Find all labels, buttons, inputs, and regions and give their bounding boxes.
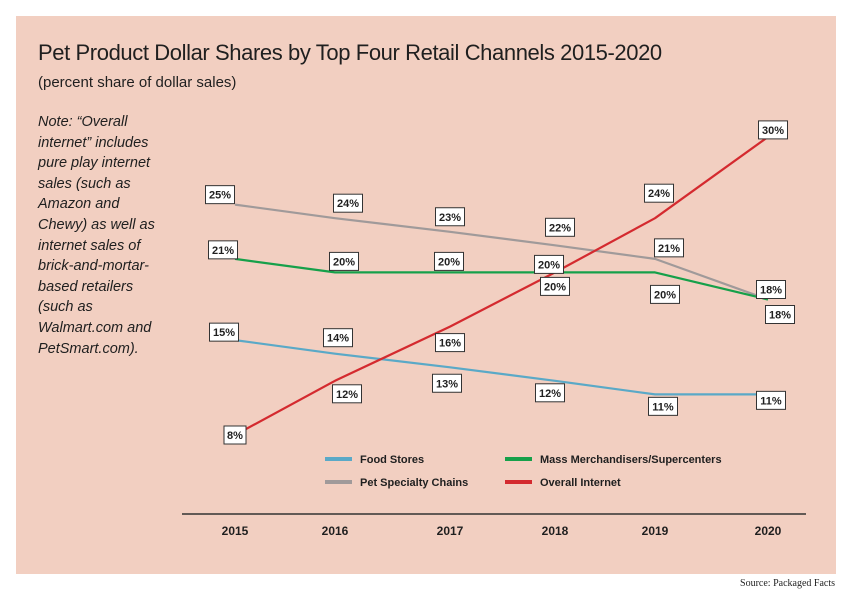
svg-text:16%: 16%: [439, 338, 461, 350]
overall-internet-data-label: 8%: [223, 425, 247, 445]
source-credit: Source: Packaged Facts: [740, 578, 835, 589]
pet-specialty-chains-data-label: 18%: [756, 280, 786, 299]
svg-text:Mass Merchandisers/Supercenter: Mass Merchandisers/Supercenters: [540, 454, 722, 466]
svg-text:30%: 30%: [762, 125, 784, 137]
chart-subtitle: (percent share of dollar sales): [38, 74, 237, 91]
mass-merchandisers-supercenters-data-label: 20%: [329, 251, 359, 271]
legend-item-overall-internet: Overall Internet: [505, 477, 621, 489]
overall-internet-data-label: 24%: [644, 183, 674, 203]
overall-internet-data-label: 20%: [540, 276, 570, 296]
mass-merchandisers-supercenters-data-label: 20%: [650, 284, 680, 304]
svg-text:Food Stores: Food Stores: [360, 454, 424, 466]
x-tick-label: 2017: [437, 524, 464, 538]
svg-text:14%: 14%: [327, 333, 349, 345]
svg-text:21%: 21%: [658, 243, 680, 255]
svg-text:24%: 24%: [648, 188, 670, 200]
legend-item-mass-merchandisers-supercenters: Mass Merchandisers/Supercenters: [505, 454, 722, 466]
pet-specialty-chains-data-label: 22%: [545, 217, 575, 237]
svg-text:11%: 11%: [652, 401, 674, 413]
svg-text:21%: 21%: [212, 245, 234, 257]
svg-text:18%: 18%: [760, 285, 782, 297]
food-stores-data-label: 12%: [535, 383, 565, 403]
svg-text:22%: 22%: [549, 222, 571, 234]
svg-text:18%: 18%: [769, 310, 791, 322]
svg-text:Overall Internet: Overall Internet: [540, 477, 621, 489]
food-stores-data-label: 11%: [756, 390, 786, 410]
svg-text:20%: 20%: [438, 256, 460, 268]
pet-specialty-chains-data-label: 21%: [654, 238, 684, 258]
mass-merchandisers-supercenters-data-label: 20%: [434, 251, 464, 271]
svg-text:8%: 8%: [227, 430, 243, 442]
x-tick-label: 2016: [322, 524, 349, 538]
overall-internet-data-label: 16%: [435, 333, 465, 353]
pet-specialty-chains-line: [234, 203, 769, 301]
svg-text:12%: 12%: [539, 388, 561, 400]
legend-item-food-stores: Food Stores: [325, 454, 424, 466]
food-stores-data-label: 11%: [648, 396, 678, 416]
mass-merchandisers-supercenters-data-label: 21%: [208, 240, 238, 260]
svg-text:15%: 15%: [213, 327, 235, 339]
chart-note: Note: “Overall internet” includes pure p…: [38, 114, 155, 357]
mass-merchandisers-supercenters-line: [234, 257, 769, 301]
svg-text:20%: 20%: [544, 281, 566, 293]
chart-title: Pet Product Dollar Shares by Top Four Re…: [38, 40, 662, 65]
svg-text:23%: 23%: [439, 212, 461, 224]
pet-specialty-chains-data-label: 25%: [205, 185, 235, 205]
svg-text:11%: 11%: [760, 395, 782, 407]
pet-specialty-chains-data-label: 24%: [333, 193, 363, 213]
svg-text:24%: 24%: [337, 198, 359, 210]
overall-internet-data-label: 12%: [332, 384, 362, 404]
svg-text:20%: 20%: [333, 256, 355, 268]
svg-text:12%: 12%: [336, 389, 358, 401]
svg-text:25%: 25%: [209, 190, 231, 202]
svg-text:Pet Specialty Chains: Pet Specialty Chains: [360, 477, 468, 489]
pet-specialty-chains-data-label: 23%: [435, 207, 465, 227]
chart-panel: [16, 16, 836, 574]
mass-merchandisers-supercenters-data-label: 20%: [534, 254, 564, 274]
overall-internet-data-label: 30%: [758, 120, 788, 140]
food-stores-data-label: 14%: [323, 328, 353, 348]
x-tick-label: 2018: [542, 524, 569, 538]
svg-text:13%: 13%: [436, 378, 458, 390]
x-tick-label: 2015: [222, 524, 249, 538]
mass-merchandisers-supercenters-data-label: 18%: [765, 305, 795, 324]
food-stores-line: [234, 339, 768, 396]
legend-item-pet-specialty-chains: Pet Specialty Chains: [325, 477, 468, 489]
x-tick-label: 2019: [642, 524, 669, 538]
svg-text:20%: 20%: [538, 259, 560, 271]
svg-text:20%: 20%: [654, 289, 676, 301]
food-stores-data-label: 15%: [209, 322, 239, 342]
x-tick-label: 2020: [755, 524, 782, 538]
overall-internet-line: [234, 136, 769, 436]
food-stores-data-label: 13%: [432, 373, 462, 393]
